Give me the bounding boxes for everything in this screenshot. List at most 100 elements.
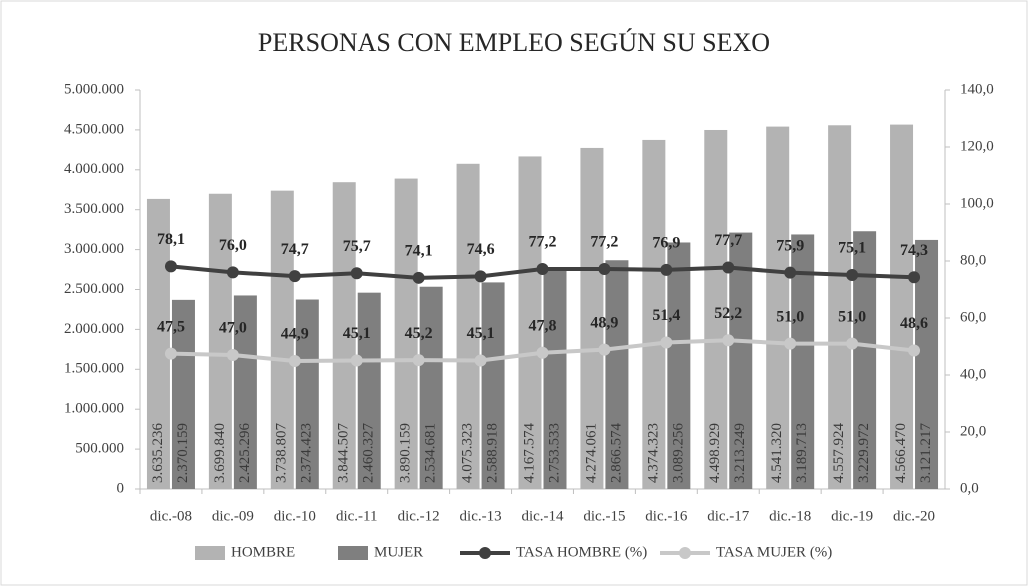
bar	[766, 126, 790, 489]
bar-value-label: 2.866.574	[608, 423, 624, 484]
y2-tick-label: 0,0	[960, 480, 979, 496]
bar	[332, 182, 356, 489]
bar	[233, 295, 257, 489]
line-value-label: 48,6	[900, 315, 928, 332]
bar-value-label: 2.374.423	[299, 423, 315, 483]
bar-value-label: 4.274.061	[583, 423, 599, 483]
y-tick-label: 500.000	[75, 441, 124, 457]
line-value-label: 78,1	[157, 231, 185, 248]
line-marker	[598, 343, 611, 356]
line-marker	[722, 261, 735, 274]
line-value-label: 74,3	[900, 242, 928, 259]
bar	[729, 232, 753, 489]
legend-marker	[679, 547, 691, 559]
y-tick-label: 2.000.000	[64, 321, 124, 337]
bar-value-label: 3.213.249	[732, 423, 748, 483]
bar-value-label: 3.089.256	[670, 423, 686, 484]
line-value-label: 74,1	[405, 242, 433, 259]
bar-value-label: 4.541.320	[769, 423, 785, 483]
x-tick-label: dic.-18	[769, 508, 811, 524]
bar	[394, 178, 418, 489]
bar	[270, 190, 294, 490]
line-marker	[350, 267, 363, 280]
legend-label: HOMBRE	[231, 544, 295, 560]
bar	[853, 231, 877, 489]
bar	[208, 193, 232, 490]
line-marker	[536, 346, 549, 359]
line-marker	[908, 271, 921, 284]
bar-value-label: 2.370.159	[175, 423, 191, 483]
legend-swatch	[195, 546, 225, 560]
bar	[357, 292, 381, 489]
x-tick-label: dic.-09	[212, 508, 254, 524]
bar	[146, 198, 170, 489]
line-value-label: 51,4	[652, 307, 680, 324]
legend-label: MUJER	[374, 544, 423, 560]
line-value-label: 76,0	[219, 237, 247, 254]
legend-item: TASA MUJER (%)	[660, 544, 832, 560]
line-marker	[350, 354, 363, 367]
bar-value-label: 2.425.296	[237, 423, 253, 484]
y2-tick-label: 80,0	[960, 252, 986, 268]
line-value-label: 52,2	[714, 305, 742, 322]
bar-value-label: 3.844.507	[336, 423, 352, 484]
line-value-label: 76,9	[652, 235, 680, 252]
line-marker	[660, 263, 673, 276]
line-value-label: 44,9	[281, 326, 309, 343]
bar-value-label: 4.374.323	[645, 423, 661, 483]
x-tick-label: dic.-15	[583, 508, 625, 524]
line-marker	[660, 336, 673, 349]
x-tick-label: dic.-08	[150, 508, 192, 524]
legend-item: MUJER	[338, 544, 423, 560]
line-marker	[474, 270, 487, 283]
bar	[481, 282, 505, 489]
bar-value-label: 3.121.217	[918, 423, 934, 484]
bar	[518, 156, 542, 489]
bar	[543, 269, 567, 489]
bar-value-label: 4.498.929	[707, 423, 723, 483]
bar-value-label: 3.229.972	[856, 423, 872, 483]
line-value-label: 45,1	[343, 325, 371, 342]
x-tick-label: dic.-10	[274, 508, 316, 524]
bar	[419, 286, 443, 489]
line-marker	[474, 354, 487, 367]
line-marker	[598, 262, 611, 275]
line-value-label: 74,6	[467, 241, 495, 258]
legend-item: HOMBRE	[195, 544, 295, 560]
chart-title: PERSONAS CON EMPLEO SEGÚN SU SEXO	[258, 28, 770, 57]
line-marker	[846, 268, 859, 281]
bar-value-label: 3.189.713	[794, 423, 810, 483]
y-tick-label: 1.500.000	[64, 361, 124, 377]
bar-value-label: 4.566.470	[893, 423, 909, 483]
y2-tick-label: 140,0	[960, 81, 994, 97]
bar-value-label: 4.167.574	[521, 423, 537, 484]
bar	[295, 299, 319, 489]
line-marker	[846, 337, 859, 350]
x-tick-label: dic.-17	[707, 508, 750, 524]
line-value-label: 45,1	[467, 325, 495, 342]
bar	[667, 242, 691, 489]
legend-label: TASA HOMBRE (%)	[516, 544, 647, 560]
bar	[704, 129, 728, 489]
line-value-label: 75,7	[343, 238, 371, 255]
y2-tick-label: 100,0	[960, 195, 994, 211]
bar	[791, 234, 815, 489]
bar-value-label: 3.890.159	[398, 423, 414, 483]
legend-swatch	[338, 546, 368, 560]
x-tick-label: dic.-20	[893, 508, 935, 524]
line-marker	[288, 270, 301, 283]
y-tick-label: 5.000.000	[64, 81, 124, 97]
legend-marker	[479, 547, 491, 559]
bar	[171, 299, 195, 489]
bar-value-label: 3.738.807	[274, 423, 290, 484]
legend-item: TASA HOMBRE (%)	[460, 544, 647, 560]
x-tick-label: dic.-11	[336, 508, 378, 524]
y-tick-label: 1.000.000	[64, 401, 124, 417]
line-marker	[784, 337, 797, 350]
bar	[456, 163, 480, 489]
line-value-label: 47,8	[529, 317, 557, 334]
line-marker	[226, 266, 239, 279]
line-marker	[164, 347, 177, 360]
